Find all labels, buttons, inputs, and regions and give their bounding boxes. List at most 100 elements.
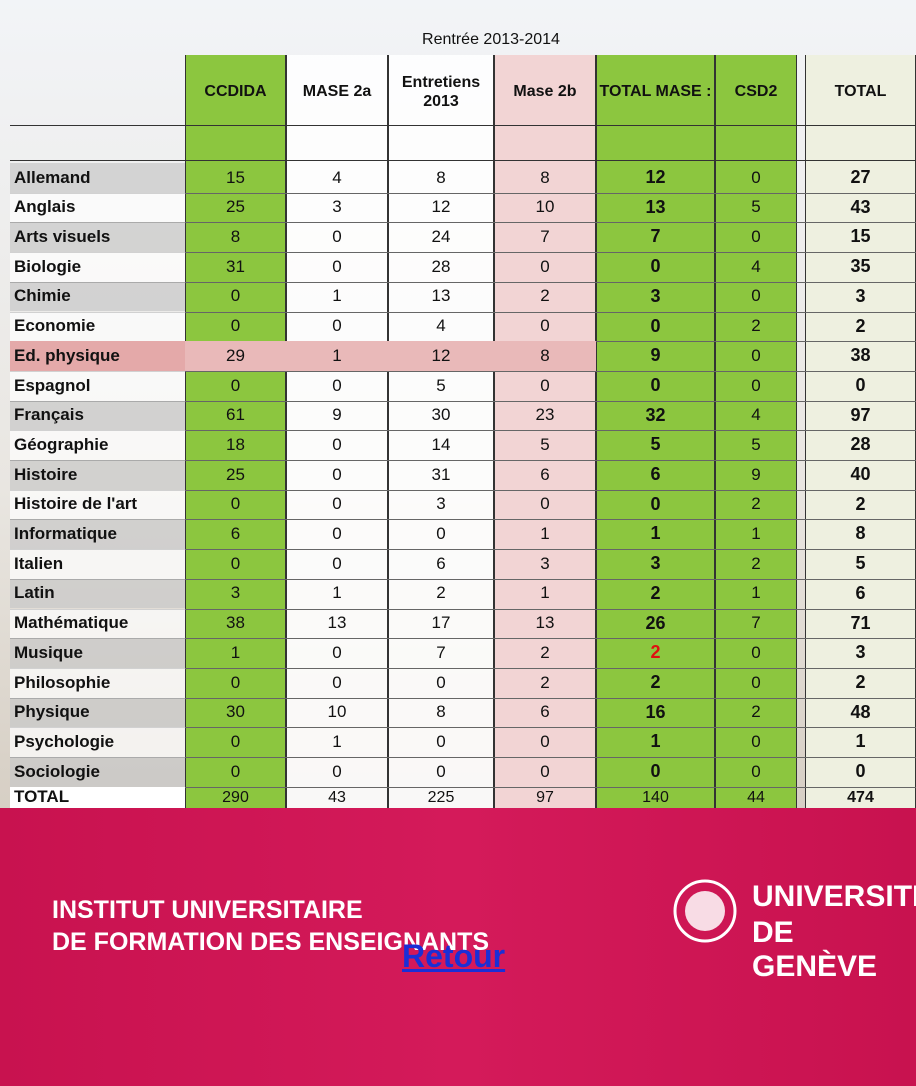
table-cell: 13 <box>494 609 596 639</box>
table-cell: 27 <box>805 163 916 193</box>
table-cell: 32 <box>596 401 715 431</box>
table-cell: 0 <box>494 252 596 282</box>
table-cell: 97 <box>494 787 596 808</box>
table-cell: 5 <box>388 371 494 401</box>
table-cell: 4 <box>715 252 797 282</box>
table-cell: 2 <box>596 638 715 668</box>
row-label: Sociologie <box>10 757 185 787</box>
table-cell: 6 <box>494 460 596 490</box>
table-cell: 225 <box>388 787 494 808</box>
table-cell: 17 <box>388 609 494 639</box>
table-cell: 0 <box>494 490 596 520</box>
table-cell: 26 <box>596 609 715 639</box>
table-cell: 8 <box>388 698 494 728</box>
table-cell: 0 <box>286 460 388 490</box>
table-title: Rentrée 2013-2014 <box>185 26 797 54</box>
column-header: CCDIDA <box>185 60 286 124</box>
table-cell: 1 <box>715 579 797 609</box>
table-cell: 0 <box>715 282 797 312</box>
table-cell: 3 <box>805 638 916 668</box>
table-cell: 0 <box>185 549 286 579</box>
table-cell: 7 <box>388 638 494 668</box>
table-cell: 0 <box>596 252 715 282</box>
table-cell: 0 <box>388 668 494 698</box>
table-cell: 0 <box>715 163 797 193</box>
rule <box>10 125 916 126</box>
table-cell: 2 <box>805 668 916 698</box>
table-cell: 8 <box>388 163 494 193</box>
table-cell: 0 <box>286 549 388 579</box>
table-cell: 0 <box>286 638 388 668</box>
table-cell: 1 <box>286 341 388 371</box>
table-cell: 8 <box>805 519 916 549</box>
row-label: Arts visuels <box>10 222 185 252</box>
table-cell: 0 <box>185 727 286 757</box>
table-cell: 0 <box>286 222 388 252</box>
table-cell: 1 <box>715 519 797 549</box>
university-seal <box>672 878 738 944</box>
row-label: Psychologie <box>10 727 185 757</box>
table-cell: 0 <box>185 282 286 312</box>
table-cell: 6 <box>805 579 916 609</box>
institute-line: INSTITUT UNIVERSITAIRE <box>52 896 363 925</box>
table-cell: 12 <box>388 193 494 223</box>
table-cell: 4 <box>286 163 388 193</box>
table-cell: 48 <box>805 698 916 728</box>
table-cell: 7 <box>494 222 596 252</box>
row-label: Histoire <box>10 460 185 490</box>
table-cell: 0 <box>388 757 494 787</box>
back-link[interactable]: Retour <box>402 938 505 975</box>
table-cell: 2 <box>596 668 715 698</box>
table-cell: 6 <box>388 549 494 579</box>
table-cell: 5 <box>494 430 596 460</box>
table-cell: 0 <box>596 490 715 520</box>
table-cell: 0 <box>805 371 916 401</box>
table-cell: 0 <box>286 490 388 520</box>
table-cell: 474 <box>805 787 916 808</box>
table-cell: 0 <box>596 312 715 342</box>
table-cell: 43 <box>286 787 388 808</box>
row-label: Italien <box>10 549 185 579</box>
table-cell: 0 <box>715 757 797 787</box>
row-label: Economie <box>10 312 185 342</box>
university-line: DE GENÈVE <box>752 916 916 984</box>
table-cell: 2 <box>715 698 797 728</box>
table-cell: 1 <box>596 519 715 549</box>
row-label: Informatique <box>10 519 185 549</box>
column-header: Entretiens 2013 <box>388 60 494 124</box>
column-header: MASE 2a <box>286 60 388 124</box>
table-cell: 29 <box>185 341 286 371</box>
table-cell: 25 <box>185 193 286 223</box>
table-cell: 0 <box>286 312 388 342</box>
table-cell: 10 <box>494 193 596 223</box>
table-cell: 1 <box>286 282 388 312</box>
table-cell: 0 <box>388 519 494 549</box>
table-cell: 23 <box>494 401 596 431</box>
table-cell: 6 <box>185 519 286 549</box>
table-cell: 0 <box>286 668 388 698</box>
table-cell: 0 <box>494 312 596 342</box>
table-cell: 5 <box>805 549 916 579</box>
table-cell: 2 <box>494 282 596 312</box>
table-cell: 1 <box>494 519 596 549</box>
table-cell: 18 <box>185 430 286 460</box>
table-cell: 2 <box>494 638 596 668</box>
table-cell: 8 <box>494 341 596 371</box>
table-cell: 38 <box>805 341 916 371</box>
table-cell: 7 <box>596 222 715 252</box>
table-cell: 0 <box>185 668 286 698</box>
table-cell: 0 <box>388 727 494 757</box>
table-cell: 2 <box>715 549 797 579</box>
table-cell: 2 <box>388 579 494 609</box>
table-cell: 0 <box>715 222 797 252</box>
table-cell: 0 <box>494 371 596 401</box>
table-cell: 35 <box>805 252 916 282</box>
table-cell: 0 <box>494 757 596 787</box>
table-cell: 3 <box>805 282 916 312</box>
table-cell: 8 <box>494 163 596 193</box>
table-cell: 0 <box>286 519 388 549</box>
table-cell: 2 <box>596 579 715 609</box>
table-cell: 0 <box>715 371 797 401</box>
column-header: CSD2 <box>715 60 797 124</box>
column-header: Mase 2b <box>494 60 596 124</box>
